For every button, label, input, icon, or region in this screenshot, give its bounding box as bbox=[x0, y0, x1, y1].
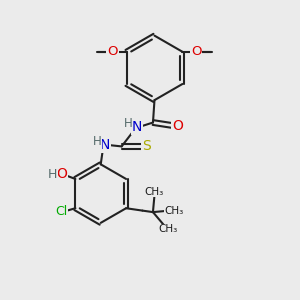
Text: S: S bbox=[142, 140, 151, 153]
Text: O: O bbox=[191, 45, 202, 58]
Text: Cl: Cl bbox=[55, 205, 67, 218]
Text: N: N bbox=[131, 120, 142, 134]
Text: CH₃: CH₃ bbox=[145, 187, 164, 197]
Text: O: O bbox=[172, 118, 183, 133]
Text: N: N bbox=[100, 138, 110, 152]
Text: H: H bbox=[48, 168, 57, 181]
Text: CH₃: CH₃ bbox=[159, 224, 178, 234]
Text: H: H bbox=[124, 117, 133, 130]
Text: H: H bbox=[92, 135, 101, 148]
Text: O: O bbox=[107, 45, 118, 58]
Text: O: O bbox=[56, 167, 67, 182]
Text: CH₃: CH₃ bbox=[165, 206, 184, 216]
